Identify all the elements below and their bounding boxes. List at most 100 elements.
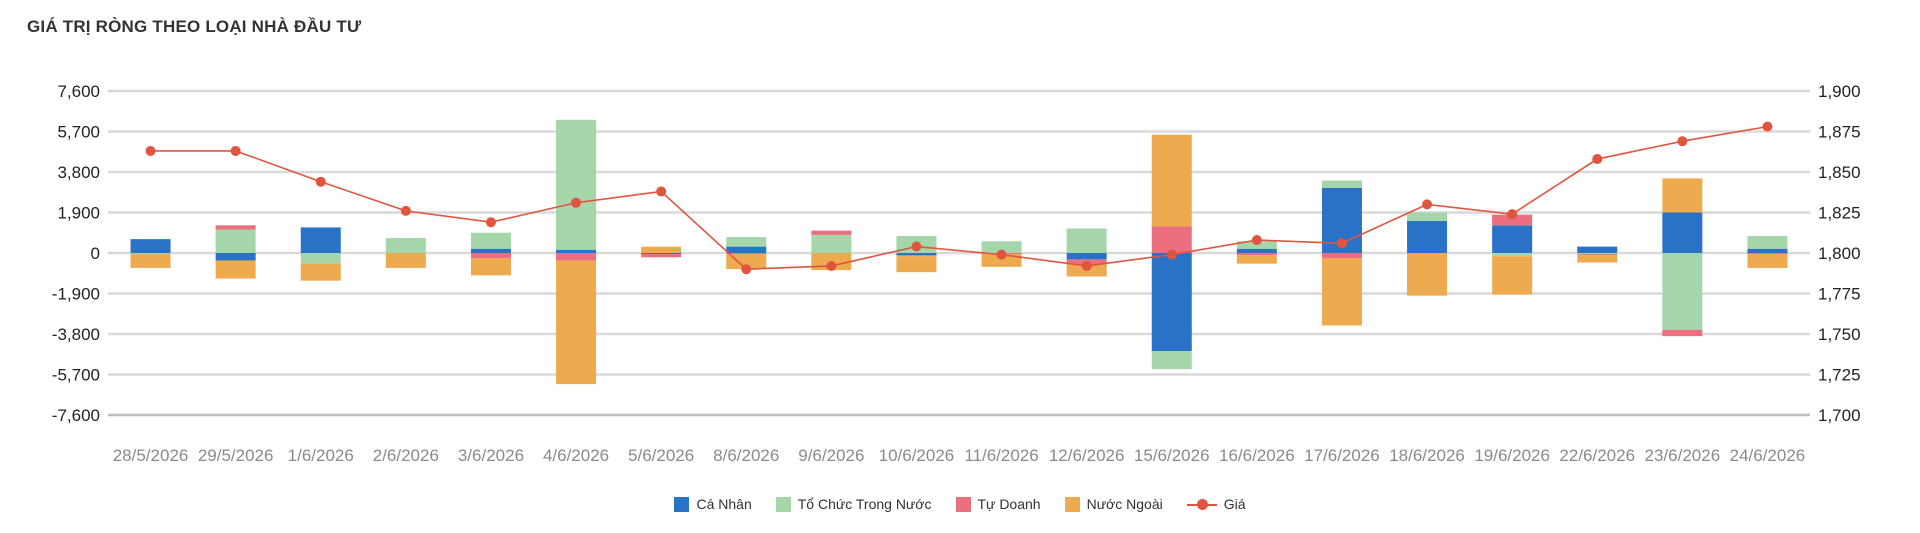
x-tick-label: 22/6/2026 <box>1559 446 1635 465</box>
bar-tự-doanh <box>811 230 852 235</box>
legend-item[interactable]: Tự Doanh <box>955 496 1041 512</box>
x-tick-label: 24/6/2026 <box>1730 446 1806 465</box>
y-right-tick-label: 1,800 <box>1818 244 1861 263</box>
y-right-tick-label: 1,700 <box>1818 406 1861 425</box>
bar-tổ-chức-trong-nước <box>1577 253 1618 255</box>
x-tick-label: 10/6/2026 <box>879 446 955 465</box>
y-left-tick-label: -3,800 <box>52 325 100 344</box>
bar-cá-nhân <box>641 253 682 255</box>
legend-swatch-icon <box>775 496 791 512</box>
price-point <box>1677 136 1688 147</box>
y-right-tick-label: 1,875 <box>1818 123 1861 142</box>
bar-tổ-chức-trong-nước <box>215 229 256 253</box>
bar-tổ-chức-trong-nước <box>556 119 597 250</box>
bar-tự-doanh <box>470 253 511 259</box>
bar-nước-ngoài <box>385 253 426 268</box>
x-tick-label: 5/6/2026 <box>628 446 694 465</box>
legend-label: Cá Nhân <box>696 496 752 512</box>
x-tick-label: 2/6/2026 <box>373 446 439 465</box>
x-tick-label: 16/6/2026 <box>1219 446 1295 465</box>
bar-cá-nhân <box>1066 253 1107 260</box>
bar-tự-doanh <box>726 253 767 255</box>
y-left-tick-label: -1,900 <box>52 285 100 304</box>
legend-swatch-icon <box>955 496 971 512</box>
bar-tổ-chức-trong-nước <box>1747 235 1788 249</box>
price-point <box>996 249 1007 260</box>
bar-tổ-chức-trong-nước <box>1662 253 1703 330</box>
bar-tự-doanh <box>1662 329 1703 337</box>
legend-item[interactable]: Giá <box>1186 496 1246 512</box>
bar-tổ-chức-trong-nước <box>385 238 426 253</box>
bar-nước-ngoài <box>556 260 597 385</box>
bar-cá-nhân <box>556 249 597 253</box>
bar-cá-nhân <box>470 248 511 253</box>
x-tick-label: 29/5/2026 <box>198 446 274 465</box>
price-point <box>656 186 667 197</box>
bar-nước-ngoài <box>1407 253 1448 296</box>
price-point <box>1336 238 1347 249</box>
price-point <box>1592 154 1603 165</box>
price-line <box>150 125 1768 271</box>
bar-nước-ngoài <box>1662 178 1703 213</box>
bar-tổ-chức-trong-nước <box>981 241 1022 253</box>
price-point <box>485 217 496 228</box>
y-right-tick-label: 1,825 <box>1818 204 1861 223</box>
bar-nước-ngoài <box>215 260 256 279</box>
x-tick-label: 19/6/2026 <box>1474 446 1550 465</box>
legend: Cá Nhân Tổ Chức Trong Nước Tự Doanh Nước Ng… <box>0 496 1920 512</box>
y-left-tick-label: 7,600 <box>57 82 100 101</box>
price-point <box>315 176 326 187</box>
bar-tự-doanh <box>641 254 682 258</box>
bar-nước-ngoài <box>300 263 341 281</box>
bar-cá-nhân <box>896 253 937 256</box>
x-tick-label: 4/6/2026 <box>543 446 609 465</box>
x-tick-label: 11/6/2026 <box>964 446 1038 465</box>
bar-cá-nhân <box>1151 253 1192 352</box>
price-point <box>1251 235 1262 246</box>
bar-cá-nhân <box>1236 248 1277 253</box>
bar-tự-doanh <box>215 225 256 230</box>
bar-nước-ngoài <box>130 254 171 268</box>
price-point <box>1762 121 1773 132</box>
legend-label: Tự Doanh <box>977 496 1041 512</box>
bar-tổ-chức-trong-nước <box>300 253 341 264</box>
y-left-tick-label: 0 <box>91 244 100 263</box>
bar-tổ-chức-trong-nước <box>1066 228 1107 253</box>
y-right-tick-label: 1,750 <box>1818 325 1861 344</box>
price-point <box>741 264 752 275</box>
bar-nước-ngoài <box>1747 254 1788 268</box>
x-tick-label: 8/6/2026 <box>713 446 779 465</box>
legend-item[interactable]: Tổ Chức Trong Nước <box>775 496 932 512</box>
bar-nước-ngoài <box>896 256 937 273</box>
bar-tự-doanh <box>896 255 937 257</box>
bar-nước-ngoài <box>1577 255 1618 263</box>
bar-tự-doanh <box>1236 253 1277 256</box>
bar-cá-nhân <box>1662 212 1703 253</box>
bar-tổ-chức-trong-nước <box>811 234 852 253</box>
price-point <box>911 241 922 252</box>
legend-item[interactable]: Nước Ngoài <box>1064 496 1163 512</box>
legend-label: Tổ Chức Trong Nước <box>797 496 932 512</box>
bar-tổ-chức-trong-nước <box>1151 351 1192 370</box>
y-right-tick-label: 1,900 <box>1818 82 1861 101</box>
legend-swatch-icon <box>674 496 690 512</box>
price-point <box>571 197 582 208</box>
bar-nước-ngoài <box>1492 256 1533 295</box>
bar-cá-nhân <box>215 253 256 261</box>
bar-tổ-chức-trong-nước <box>1492 253 1533 257</box>
x-tick-label: 1/6/2026 <box>288 446 354 465</box>
y-left-tick-label: -7,600 <box>52 406 100 425</box>
price-point <box>400 205 411 216</box>
legend-label: Giá <box>1223 496 1246 512</box>
bar-tự-doanh <box>1747 253 1788 255</box>
y-left-tick-label: 5,700 <box>57 123 100 142</box>
legend-label: Nước Ngoài <box>1086 496 1163 512</box>
y-right-tick-label: 1,850 <box>1818 163 1861 182</box>
x-tick-label: 28/5/2026 <box>113 446 189 465</box>
x-tick-label: 15/6/2026 <box>1134 446 1210 465</box>
legend-item[interactable]: Cá Nhân <box>674 496 752 512</box>
x-tick-label: 23/6/2026 <box>1645 446 1721 465</box>
bar-tự-doanh <box>1151 226 1192 253</box>
price-point <box>230 145 241 156</box>
bar-nước-ngoài <box>1236 255 1277 264</box>
